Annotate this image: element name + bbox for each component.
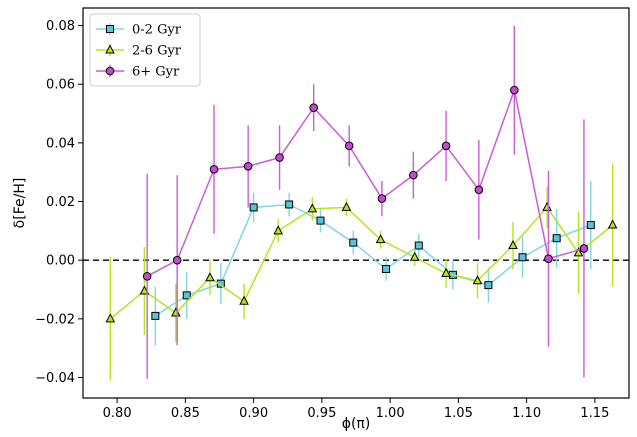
legend-label: 6+ Gyr (132, 65, 180, 80)
series-6-gyr (142, 25, 589, 379)
legend: 0-2 Gyr 2-6 Gyr 6+ Gyr (89, 13, 201, 87)
y-axis-ticks: −0.04 −0.02 0.00 0.02 0.04 0.06 0.08 (35, 19, 83, 386)
legend-label: 2-6 Gyr (132, 44, 182, 59)
x-tick-label: 1.00 (376, 406, 405, 421)
data-point (409, 170, 418, 180)
legend-marker (105, 44, 115, 54)
data-point (285, 200, 294, 209)
data-point (205, 272, 215, 282)
data-point (275, 153, 284, 162)
data-point (607, 219, 618, 229)
data-point (474, 185, 484, 195)
x-axis-ticks: 0.80 0.85 0.90 0.95 1.00 1.05 1.10 1.15 (103, 398, 609, 421)
data-point (172, 255, 182, 265)
data-point (544, 254, 553, 264)
data-point (375, 234, 386, 244)
data-point (552, 234, 561, 243)
x-tick-label: 1.15 (580, 406, 609, 421)
x-tick-label: 0.95 (307, 406, 336, 421)
x-tick-label: 0.80 (103, 406, 132, 421)
data-point (182, 291, 191, 300)
data-point (344, 141, 354, 151)
data-point (151, 311, 160, 320)
legend-label: 0-2 Gyr (132, 23, 182, 38)
data-point (472, 275, 483, 285)
data-point (510, 85, 519, 95)
y-tick-label: 0.02 (46, 195, 75, 210)
data-point (142, 272, 152, 281)
data-point (139, 285, 150, 295)
data-point (579, 244, 589, 253)
series-line (154, 203, 592, 317)
y-tick-label: 0.08 (46, 19, 75, 34)
y-tick-label: 0.06 (46, 78, 75, 93)
y-tick-label: 0.04 (46, 136, 75, 151)
data-point (586, 220, 595, 229)
legend-marker (105, 66, 115, 76)
data-point (382, 264, 391, 273)
data-point (239, 295, 249, 305)
series-2-6-gyr (105, 163, 618, 381)
series-layer (105, 25, 618, 381)
data-point (209, 164, 219, 174)
data-point (484, 281, 493, 290)
x-tick-label: 0.90 (239, 406, 268, 421)
data-point (309, 103, 318, 112)
data-point (441, 267, 451, 277)
x-tick-label: 1.05 (444, 406, 473, 421)
data-point (414, 241, 423, 250)
series-0-2-gyr (151, 181, 595, 346)
y-axis-label: δ[Fe/H] (12, 178, 28, 229)
legend-box (89, 13, 201, 87)
data-point (307, 203, 318, 213)
x-tick-label: 0.85 (171, 406, 200, 421)
data-point (105, 313, 116, 323)
data-point (349, 238, 358, 247)
data-point (249, 203, 258, 212)
data-point (316, 216, 325, 225)
series-line (109, 206, 614, 320)
y-tick-label: −0.04 (35, 371, 75, 386)
data-point (409, 251, 420, 261)
data-point (441, 141, 451, 151)
x-tick-label: 1.10 (512, 406, 541, 421)
data-point (341, 201, 352, 211)
data-point (243, 162, 253, 171)
data-point (573, 247, 584, 257)
x-axis-label: ϕ(π) (342, 416, 371, 432)
data-point (377, 194, 387, 203)
y-tick-label: 0.00 (46, 254, 75, 269)
y-tick-label: −0.02 (35, 312, 75, 327)
series-line (146, 87, 585, 277)
legend-marker (106, 25, 114, 33)
data-point (273, 225, 284, 235)
data-point (518, 253, 527, 262)
data-point (508, 239, 518, 250)
